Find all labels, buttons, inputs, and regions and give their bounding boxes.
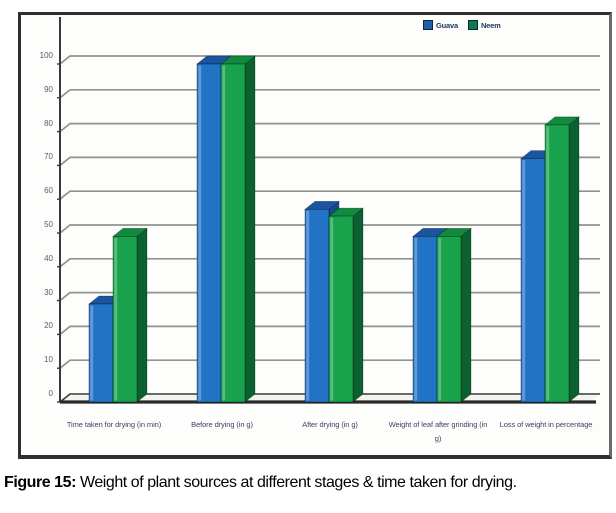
chart-canvas (57, 17, 600, 404)
y-axis-tick-label-50: 50 (44, 220, 53, 229)
bar-neem-4-side (568, 116, 580, 403)
bar-neem-1-side (244, 55, 256, 403)
bar-guava-1 (196, 63, 222, 403)
gridline-70 (59, 156, 600, 167)
gridline-60 (59, 190, 600, 200)
bar-neem-1 (220, 63, 246, 403)
bar-neem-2 (328, 215, 354, 403)
category-label-3: Weight of leaf after grinding (in g) (388, 420, 488, 443)
gridline-100 (59, 55, 600, 65)
figure-caption-text: Weight of plant sources at different sta… (75, 474, 517, 491)
bar-neem-0-highlight (114, 237, 118, 401)
y-axis-tick-label-0: 0 (48, 389, 53, 398)
bar-neem-1-highlight (222, 65, 226, 401)
category-label-0: Time taken for drying (in min) (66, 420, 162, 429)
legend-item-guava: Guava (423, 20, 458, 30)
legend-label-neem: Neem (480, 20, 501, 30)
bar-guava-4 (520, 158, 546, 403)
y-axis-tick-label-20: 20 (44, 321, 53, 331)
bar-guava-3 (412, 235, 438, 403)
y-axis-tick-label-80: 80 (44, 118, 53, 128)
gridline-50 (59, 224, 600, 234)
bar-guava-4-highlight (522, 160, 526, 401)
y-axis-tick-label-40: 40 (44, 253, 53, 263)
chart-legend: Guava Neem (423, 20, 501, 30)
bar-neem-2-side (352, 207, 364, 403)
bar-guava-0-highlight (90, 305, 94, 401)
y-axis-tick-label-90: 90 (44, 84, 53, 94)
category-label-2: After drying (in g) (302, 420, 358, 429)
y-axis-tick-label-70: 70 (44, 152, 53, 162)
legend-item-neem: Neem (467, 20, 501, 30)
bar-neem-0-side (136, 227, 148, 403)
bar-neem-4-highlight (546, 126, 550, 401)
figure-caption-number: Figure 15: (4, 474, 76, 491)
bar-neem-3 (436, 235, 462, 403)
bar-guava-2 (304, 208, 330, 403)
figure-caption: Figure 15: Weight of plant sources at di… (4, 474, 612, 492)
bar-neem-3-side (460, 227, 472, 403)
y-axis-tick-label-30: 30 (44, 287, 53, 297)
chart-frame: 0 10 20 30 40 50 60 70 80 90 100 Time taken for dr… (18, 12, 612, 459)
bar-neem-4 (544, 124, 570, 403)
gridline-90 (59, 88, 600, 99)
bar-neem-0 (112, 235, 138, 403)
bar-guava-3-highlight (414, 237, 418, 401)
y-axis-tick-label-60: 60 (44, 186, 53, 196)
category-label-1: Before drying (in g) (191, 420, 253, 429)
gridline-80 (59, 122, 600, 133)
legend-label-guava: Guava (436, 20, 458, 30)
bar-neem-3-highlight (438, 237, 442, 401)
y-axis-tick-label-10: 10 (44, 355, 53, 365)
bar-guava-0 (88, 303, 114, 403)
bar-guava-2-highlight (306, 210, 310, 401)
legend-swatch-neem-icon (467, 20, 478, 30)
legend-swatch-guava-icon (423, 20, 433, 30)
bar-guava-1-highlight (198, 65, 202, 401)
category-label-4: Loss of weight in percentage (499, 420, 593, 429)
y-axis-tick-label-100: 100 (39, 51, 53, 60)
bar-neem-2-highlight (330, 217, 334, 401)
